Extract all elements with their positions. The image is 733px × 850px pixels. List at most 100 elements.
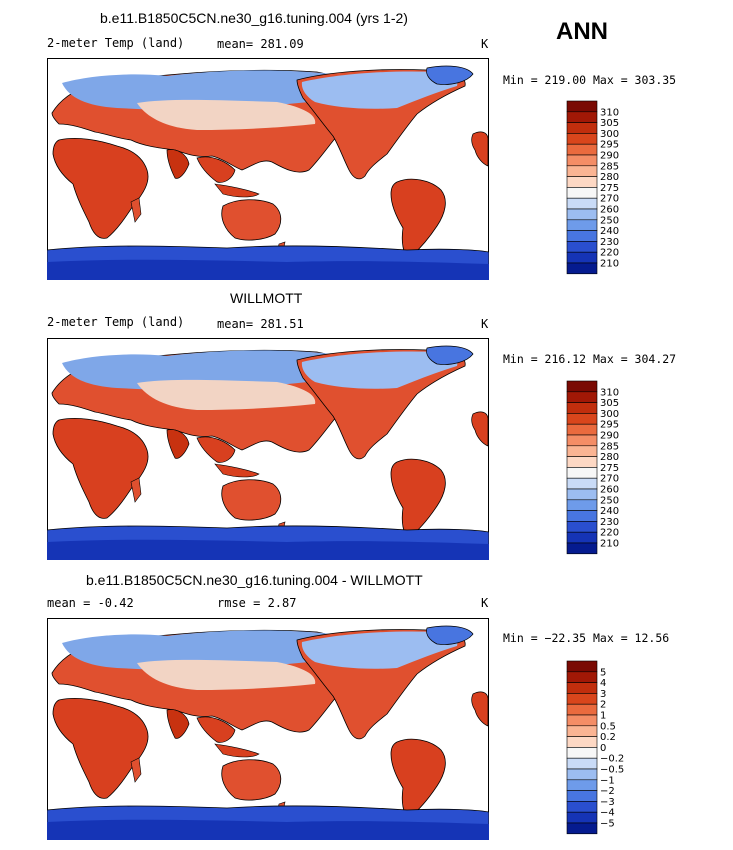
colorbar-swatch bbox=[566, 779, 598, 791]
colorbar-swatch bbox=[566, 488, 598, 501]
panel3-mean-label: mean = -0.42 bbox=[47, 596, 134, 610]
colorbar-tick-label: −4 bbox=[600, 808, 615, 819]
colorbar-tick-label: 5 bbox=[600, 667, 606, 678]
colorbar-swatch bbox=[566, 100, 598, 113]
colorbar-swatch bbox=[566, 380, 598, 393]
colorbar-swatch bbox=[566, 434, 598, 447]
colorbar-swatch bbox=[566, 757, 598, 770]
colorbar-swatch bbox=[566, 531, 598, 544]
colorbar-tick-label: 260 bbox=[600, 485, 619, 496]
panel1-map bbox=[47, 58, 489, 280]
colorbar-swatch bbox=[566, 747, 598, 759]
colorbar-tick-label: 310 bbox=[600, 387, 619, 398]
panel2-title: WILLMOTT bbox=[230, 290, 303, 306]
colorbar-tick-label: 295 bbox=[600, 420, 619, 431]
colorbar-tick-label: 230 bbox=[600, 237, 619, 248]
colorbar-swatch bbox=[566, 208, 598, 221]
colorbar-tick-label: 1 bbox=[600, 711, 606, 722]
panel2-colorbar: 3103053002952902852802752702602502402302… bbox=[566, 380, 619, 555]
colorbar-swatch bbox=[566, 251, 598, 264]
colorbar-tick-label: 280 bbox=[600, 172, 619, 183]
colorbar-tick-label: 210 bbox=[600, 259, 619, 270]
colorbar-tick-label: 0.5 bbox=[600, 721, 616, 732]
colorbar-swatch bbox=[566, 143, 598, 156]
colorbar-tick-label: 240 bbox=[600, 506, 619, 517]
panel2-map bbox=[47, 338, 489, 560]
colorbar-swatch bbox=[566, 176, 598, 188]
colorbar-swatch bbox=[566, 477, 598, 490]
panel3-title: b.e11.B1850C5CN.ne30_g16.tuning.004 - WI… bbox=[86, 572, 423, 588]
panel1-variable-label: 2-meter Temp (land) bbox=[47, 36, 185, 50]
colorbar-swatch bbox=[566, 521, 598, 533]
colorbar-tick-label: −0.5 bbox=[600, 765, 624, 776]
colorbar-tick-label: 300 bbox=[600, 409, 619, 420]
colorbar-swatch bbox=[566, 768, 598, 781]
colorbar-swatch bbox=[566, 811, 598, 824]
colorbar-swatch bbox=[566, 445, 598, 457]
colorbar-swatch bbox=[566, 133, 598, 145]
colorbar-swatch bbox=[566, 693, 598, 705]
season-label: ANN bbox=[556, 18, 608, 45]
panel3-rmse-label: rmse = 2.87 bbox=[217, 596, 297, 610]
colorbar-swatch bbox=[566, 187, 598, 199]
colorbar-swatch bbox=[566, 671, 598, 683]
colorbar-tick-label: 250 bbox=[600, 495, 619, 506]
colorbar-tick-label: 250 bbox=[600, 215, 619, 226]
colorbar-swatch bbox=[566, 219, 598, 231]
colorbar-tick-label: 305 bbox=[600, 398, 619, 409]
colorbar-tick-label: 275 bbox=[600, 463, 619, 474]
panel3-world-land bbox=[47, 618, 489, 840]
colorbar-swatch bbox=[566, 402, 598, 414]
colorbar-tick-label: 290 bbox=[600, 431, 619, 442]
colorbar-swatch bbox=[566, 456, 598, 468]
colorbar-swatch bbox=[566, 801, 598, 813]
panel1-minmax-label: Min = 219.00 Max = 303.35 bbox=[503, 73, 677, 87]
colorbar-tick-label: 290 bbox=[600, 151, 619, 162]
panel2-minmax-label: Min = 216.12 Max = 304.27 bbox=[503, 352, 677, 366]
colorbar-swatch bbox=[566, 703, 598, 716]
colorbar-tick-label: 300 bbox=[600, 129, 619, 140]
panel2-units-label: K bbox=[481, 317, 489, 331]
colorbar-tick-label: 220 bbox=[600, 248, 619, 259]
colorbar-tick-label: 305 bbox=[600, 118, 619, 129]
colorbar-tick-label: 4 bbox=[600, 678, 606, 689]
colorbar-tick-label: 260 bbox=[600, 205, 619, 216]
colorbar-tick-label: 2 bbox=[600, 700, 606, 711]
colorbar-swatch bbox=[566, 122, 598, 134]
panel2-world-land bbox=[47, 338, 489, 560]
panel1-title: b.e11.B1850C5CN.ne30_g16.tuning.004 (yrs… bbox=[100, 10, 408, 26]
colorbar-tick-label: 295 bbox=[600, 140, 619, 151]
colorbar-swatch bbox=[566, 542, 598, 555]
colorbar-swatch bbox=[566, 660, 598, 673]
colorbar-tick-label: 310 bbox=[600, 107, 619, 118]
colorbar-swatch bbox=[566, 262, 598, 275]
colorbar-swatch bbox=[566, 499, 598, 511]
colorbar-tick-label: −1 bbox=[600, 775, 615, 786]
panel2-mean-label: mean= 281.51 bbox=[217, 317, 304, 331]
panel1-world-land bbox=[47, 58, 489, 280]
colorbar-swatch bbox=[566, 467, 598, 479]
colorbar-swatch bbox=[566, 790, 598, 802]
panel1-units-label: K bbox=[481, 37, 489, 51]
colorbar-tick-label: 0.2 bbox=[600, 732, 616, 743]
panel1-mean-label: mean= 281.09 bbox=[217, 37, 304, 51]
colorbar-swatch bbox=[566, 391, 598, 403]
colorbar-tick-label: −3 bbox=[600, 797, 615, 808]
colorbar-tick-label: 285 bbox=[600, 441, 619, 452]
colorbar-tick-label: 240 bbox=[600, 226, 619, 237]
colorbar-tick-label: −2 bbox=[600, 786, 615, 797]
colorbar-swatch bbox=[566, 165, 598, 177]
panel2-variable-label: 2-meter Temp (land) bbox=[47, 315, 185, 329]
colorbar-swatch bbox=[566, 736, 598, 748]
colorbar-swatch bbox=[566, 725, 598, 737]
colorbar-tick-label: 210 bbox=[600, 539, 619, 550]
colorbar-swatch bbox=[566, 413, 598, 425]
panel1-colorbar: 3103053002952902852802752702602502402302… bbox=[566, 100, 619, 275]
colorbar-tick-label: 270 bbox=[600, 474, 619, 485]
colorbar-tick-label: 285 bbox=[600, 161, 619, 172]
colorbar-tick-label: 220 bbox=[600, 528, 619, 539]
colorbar-swatch bbox=[566, 822, 598, 835]
colorbar-swatch bbox=[566, 197, 598, 210]
colorbar-swatch bbox=[566, 230, 598, 242]
